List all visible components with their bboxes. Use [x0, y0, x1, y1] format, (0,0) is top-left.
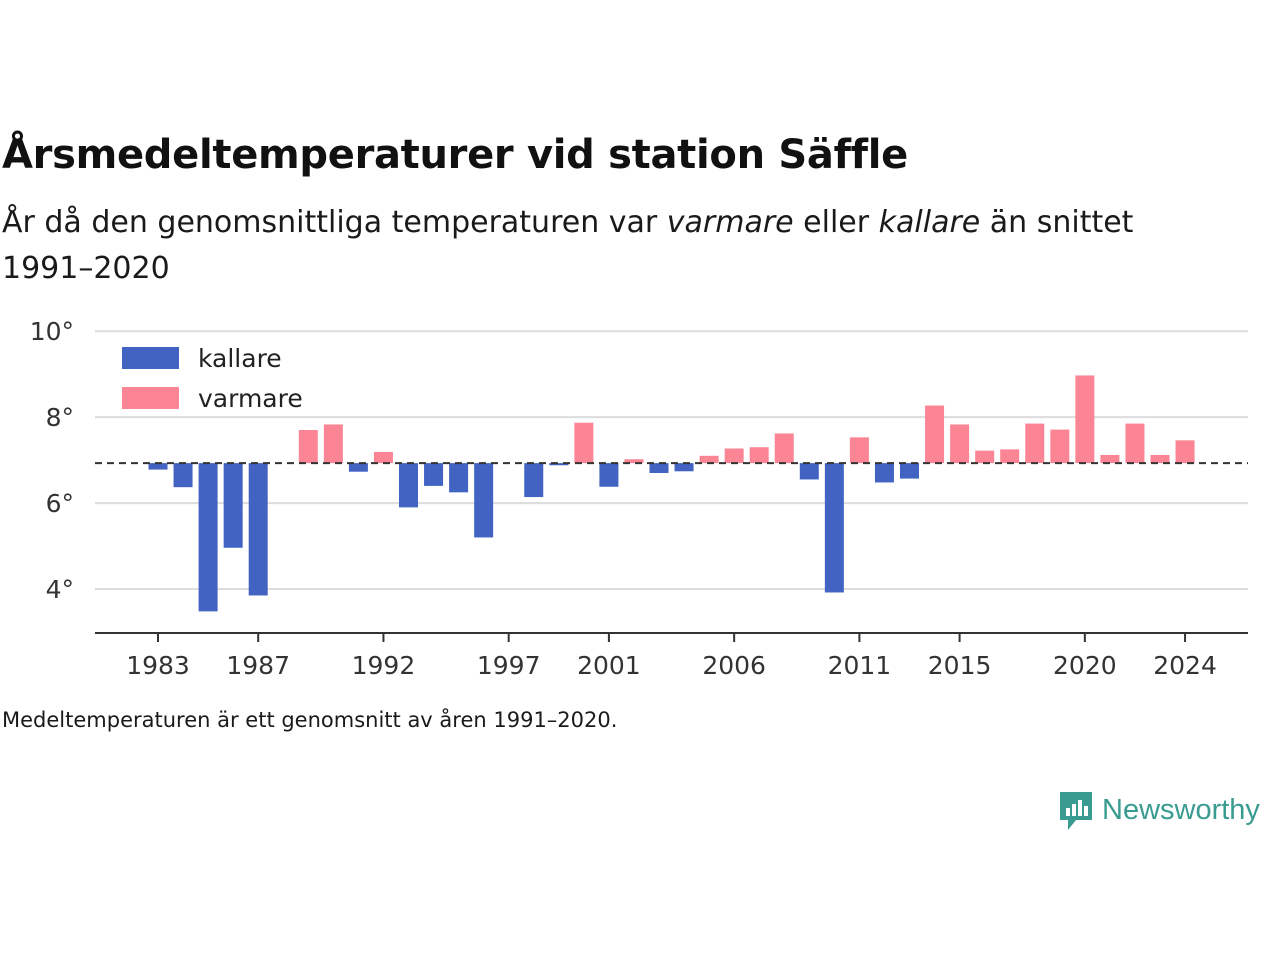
- bar-1985: [198, 463, 218, 612]
- bar-1995: [449, 463, 469, 493]
- bar-2005: [699, 455, 719, 464]
- subtitle-text-end: än snittet 1991–2020: [2, 205, 1134, 286]
- bar-1994: [424, 463, 444, 486]
- bar-1996: [474, 463, 494, 538]
- x-tick-label: 2011: [828, 651, 892, 680]
- x-tick-label: 1987: [226, 651, 290, 680]
- bar-2017: [1000, 449, 1020, 464]
- y-tick-label: 10°: [30, 317, 74, 346]
- bar-2003: [649, 463, 669, 473]
- bar-1983: [148, 463, 168, 470]
- bar-2001: [599, 463, 619, 487]
- bar-2011: [849, 437, 869, 464]
- x-tick-label: 2001: [577, 651, 641, 680]
- x-tick-label: 2020: [1053, 651, 1117, 680]
- chart-title: Årsmedeltemperaturer vid station Säffle: [2, 132, 909, 178]
- bar-2010: [824, 463, 844, 593]
- x-tick-label: 1992: [352, 651, 416, 680]
- bar-2019: [1050, 429, 1070, 464]
- bar-2007: [749, 447, 769, 464]
- bar-2004: [674, 463, 694, 472]
- chart-subtitle: År då den genomsnittliga temperaturen va…: [2, 200, 1232, 292]
- footnote: Medeltemperaturen är ett genomsnitt av å…: [2, 708, 618, 732]
- legend-swatch-kallare: [122, 347, 179, 369]
- bar-2006: [724, 448, 744, 464]
- legend-label-kallare: kallare: [198, 344, 282, 373]
- x-tick-label: 2024: [1153, 651, 1217, 680]
- bar-2023: [1150, 454, 1170, 464]
- y-tick-label: 6°: [46, 489, 74, 518]
- bar-2012: [874, 463, 894, 483]
- grid-lines: [95, 330, 1248, 591]
- bar-2022: [1125, 423, 1145, 464]
- y-axis-ticks: 4° 6° 8° 10°: [30, 317, 74, 604]
- bar-2000: [574, 422, 594, 464]
- bar-1993: [399, 463, 418, 508]
- x-tick-label: 1983: [126, 651, 190, 680]
- bar-2002: [624, 459, 644, 464]
- bar-2018: [1025, 423, 1045, 464]
- newsworthy-logo-icon: [1060, 792, 1092, 830]
- bar-1992: [373, 451, 393, 464]
- subtitle-warm-word: varmare: [666, 205, 794, 240]
- x-axis-ticks: 1983 1987 1992 1997 2001 2006 2011 2015 2020 2024: [126, 633, 1217, 680]
- bar-1984: [173, 463, 193, 488]
- x-tick-label: 2015: [928, 651, 992, 680]
- x-tick-label: 2006: [702, 651, 766, 680]
- newsworthy-logo: Newsworthy: [1058, 788, 1260, 832]
- legend-label-varmare: varmare: [198, 384, 303, 413]
- bar-1989: [298, 430, 318, 464]
- bar-2014: [925, 405, 945, 464]
- bar-1999: [549, 463, 569, 466]
- brand-name: Newsworthy: [1102, 793, 1260, 826]
- bars: [148, 375, 1195, 612]
- legend-swatch-varmare: [122, 387, 179, 409]
- bar-1986: [223, 463, 243, 548]
- bar-2013: [900, 463, 919, 479]
- temperature-bar-chart: 4° 6° 8° 10° 1983 1987 1992 1997 2001 2006 2011 20…: [30, 317, 1248, 680]
- bar-2009: [799, 463, 819, 480]
- bar-1998: [524, 463, 544, 498]
- bar-1990: [323, 424, 343, 464]
- bar-1987: [248, 463, 268, 596]
- bar-2020: [1075, 375, 1095, 464]
- y-tick-label: 8°: [46, 403, 74, 432]
- legend: kallare varmare: [122, 344, 303, 413]
- x-tick-label: 1997: [477, 651, 541, 680]
- bar-2021: [1100, 454, 1120, 464]
- bar-2016: [975, 450, 995, 464]
- y-tick-label: 4°: [46, 575, 74, 604]
- bar-2024: [1175, 440, 1195, 464]
- subtitle-text-start: År då den genomsnittliga temperaturen va…: [2, 205, 667, 240]
- subtitle-cold-word: kallare: [878, 205, 981, 240]
- bar-2015: [950, 424, 970, 464]
- bar-1991: [348, 463, 368, 472]
- bar-2008: [774, 433, 794, 464]
- subtitle-text-middle: eller: [793, 205, 879, 240]
